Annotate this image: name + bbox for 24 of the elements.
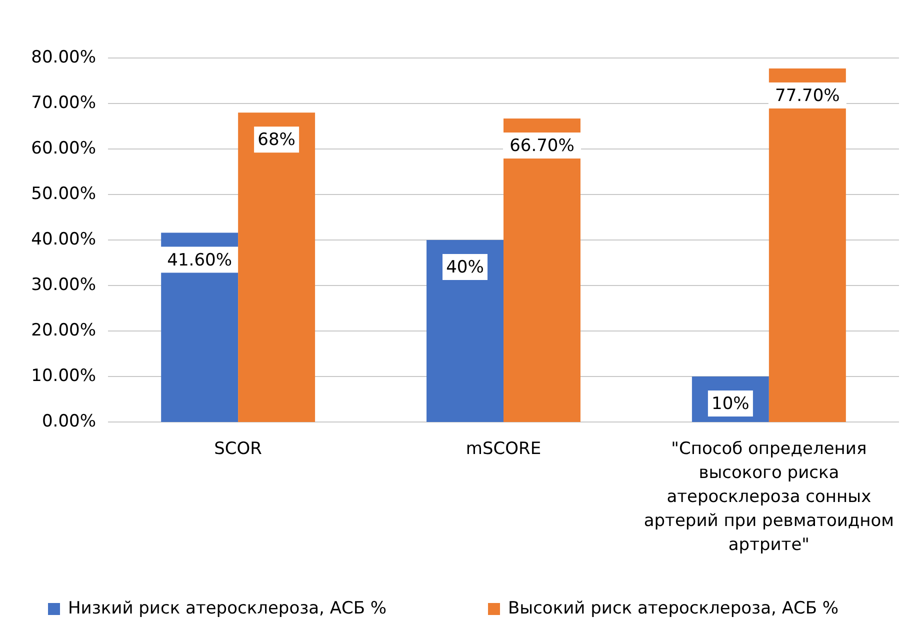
bar (426, 240, 504, 422)
y-tick-label: 80.00% (31, 48, 96, 68)
legend-label: Низкий риск атеросклероза, АСБ % (68, 598, 387, 619)
y-tick-label: 40.00% (31, 230, 96, 250)
y-tick-label: 30.00% (31, 275, 96, 296)
data-label: 66.70% (510, 136, 574, 156)
data-label: 40% (446, 258, 484, 278)
data-label: 10% (712, 394, 750, 414)
y-tick-label: 10.00% (31, 366, 96, 386)
x-tick-label: "Способ определения высокого риска атеросклероза сонных артерий при ревматоидном артрите" (644, 439, 894, 555)
y-tick-label: 70.00% (31, 93, 96, 114)
y-tick-label: 20.00% (31, 320, 96, 341)
y-tick-label: 0.00% (42, 412, 96, 432)
data-label: 68% (258, 130, 296, 150)
bar (238, 112, 316, 422)
x-tick-label: SCOR (214, 439, 262, 459)
bar (504, 118, 580, 422)
y-tick-label: 60.00% (31, 138, 96, 159)
data-label: 77.70% (775, 86, 840, 106)
data-label: 41.60% (167, 250, 232, 270)
legend-label: Высокий риск атеросклероза, АСБ % (508, 598, 839, 619)
y-tick-label: 50.00% (31, 184, 96, 204)
bar (768, 68, 846, 422)
x-tick-label: mSCORE (466, 439, 542, 459)
